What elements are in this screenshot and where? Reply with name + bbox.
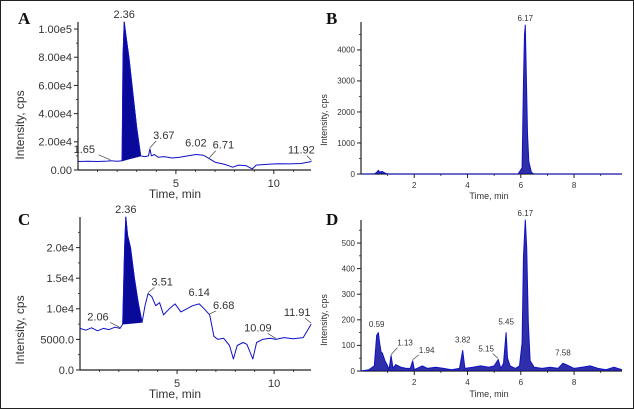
y-tick-label: 0 <box>351 170 356 179</box>
peak-label: 1.13 <box>397 339 413 348</box>
peak-label: 1.65 <box>74 144 95 156</box>
y-tick-label: 200 <box>342 316 356 325</box>
panel-b: B Intensity, cps Time, min 0 1000 2000 3000… <box>319 9 622 201</box>
y-tick-label: 0.00 <box>51 165 72 177</box>
y-tick-label: 1.0e4 <box>46 304 74 316</box>
peak-label-leader <box>209 310 217 315</box>
peak-label: 3.51 <box>151 277 172 289</box>
x-tick-label: 4 <box>465 181 470 190</box>
peak-label: 2.06 <box>87 311 108 323</box>
peak-label: 10.09 <box>244 322 272 334</box>
x-tick-label: 5 <box>173 178 179 190</box>
peak-label-leader <box>412 354 420 361</box>
y-tick-label: 0 <box>351 367 356 376</box>
peak-label: 6.02 <box>185 137 206 149</box>
y-tick-label: 4.00e4 <box>38 108 72 120</box>
x-tick-label: 6 <box>519 378 524 387</box>
peak-label-leader <box>306 155 312 161</box>
y-tick-label: 4000 <box>337 46 355 55</box>
x-tick-label: 10 <box>268 178 280 190</box>
panel-letter-b: B <box>326 9 337 28</box>
y-tick-label: 2.0e4 <box>46 242 74 254</box>
x-tick-label: 8 <box>572 378 577 387</box>
peak-label-leader <box>149 140 157 149</box>
x-tick-label: 4 <box>465 378 470 387</box>
y-tick-label: 5000.0 <box>40 334 74 346</box>
trace-line <box>79 216 312 360</box>
y-tick-label: 6.00e4 <box>38 80 72 92</box>
peak-label: 6.17 <box>518 14 534 23</box>
x-axis-label: Time, min <box>469 389 508 399</box>
y-tick-label: 300 <box>342 290 356 299</box>
y-axis-label: Intensity, cps <box>319 94 329 146</box>
peak-label-leader <box>304 317 312 324</box>
peak-label: 3.82 <box>455 336 471 345</box>
peak-label: 7.58 <box>555 348 571 357</box>
y-tick-label: 1.00e5 <box>38 24 72 36</box>
panel-letter-a: A <box>18 9 31 28</box>
y-tick-label: 400 <box>342 264 356 273</box>
filled-peak-area <box>121 21 142 162</box>
y-tick-label: 2.00e4 <box>38 137 72 149</box>
peak-label: 6.68 <box>213 300 234 312</box>
x-axis-label: Time, min <box>149 387 201 401</box>
peak-label-leader <box>98 154 111 161</box>
peak-label: 0.59 <box>369 320 385 329</box>
panel-c: C Intensity, cps Time, min 0.0 5000.0 1.0e… <box>13 204 312 401</box>
peak-label-leader <box>267 333 277 339</box>
peak-label-leader <box>109 322 121 328</box>
panel-letter-d: D <box>326 210 338 229</box>
x-axis-label: Time, min <box>149 187 201 201</box>
peak-label: 6.71 <box>213 140 234 152</box>
peak-label: 5.45 <box>498 318 514 327</box>
trace-line <box>361 24 622 175</box>
x-tick-label: 8 <box>572 181 577 190</box>
peak-label: 5.15 <box>478 344 494 353</box>
peak-label: 6.14 <box>188 287 209 299</box>
trace-fill <box>361 25 622 174</box>
y-tick-label: 2000 <box>337 108 355 117</box>
y-tick-label: 3000 <box>337 77 355 86</box>
peak-label: 11.92 <box>288 145 315 157</box>
x-tick-label: 10 <box>268 378 280 390</box>
y-tick-label: 100 <box>342 341 356 350</box>
y-tick-label: 0.0 <box>59 365 74 377</box>
panel-d: D Intensity, cps Time, min 0 100 200 300 400… <box>319 209 623 399</box>
peak-label: 6.17 <box>518 209 534 218</box>
y-axis-label: Intensity, cps <box>319 294 329 346</box>
peak-label: 2.36 <box>113 9 134 21</box>
peak-label-leader <box>209 150 216 158</box>
y-tick-label: 8.00e4 <box>38 52 72 64</box>
x-tick-label: 2 <box>412 378 417 387</box>
peak-label-leader <box>492 353 499 359</box>
y-axis-label: Intensity, cps <box>13 90 27 159</box>
trace-line <box>360 219 623 372</box>
x-tick-label: 6 <box>519 181 524 190</box>
x-tick-label: 5 <box>174 378 180 390</box>
y-tick-label: 1.5e4 <box>46 273 74 285</box>
y-tick-label: 1000 <box>337 139 355 148</box>
panel-letter-c: C <box>18 210 30 229</box>
panel-a: A Intensity, cps Time, min 0.00 2.00e4 4.0… <box>13 9 315 201</box>
y-tick-label: 500 <box>342 239 356 248</box>
peak-label-leader <box>147 287 155 293</box>
peak-label: 3.67 <box>153 130 174 142</box>
x-axis-label: Time, min <box>469 191 508 201</box>
peak-label: 1.94 <box>419 346 435 355</box>
peak-label-leader <box>390 347 398 355</box>
y-axis-label: Intensity, cps <box>13 295 27 364</box>
peak-label: 2.36 <box>115 204 136 216</box>
x-tick-label: 2 <box>412 181 417 190</box>
trace-line <box>77 21 312 170</box>
peak-label: 11.91 <box>284 307 311 319</box>
